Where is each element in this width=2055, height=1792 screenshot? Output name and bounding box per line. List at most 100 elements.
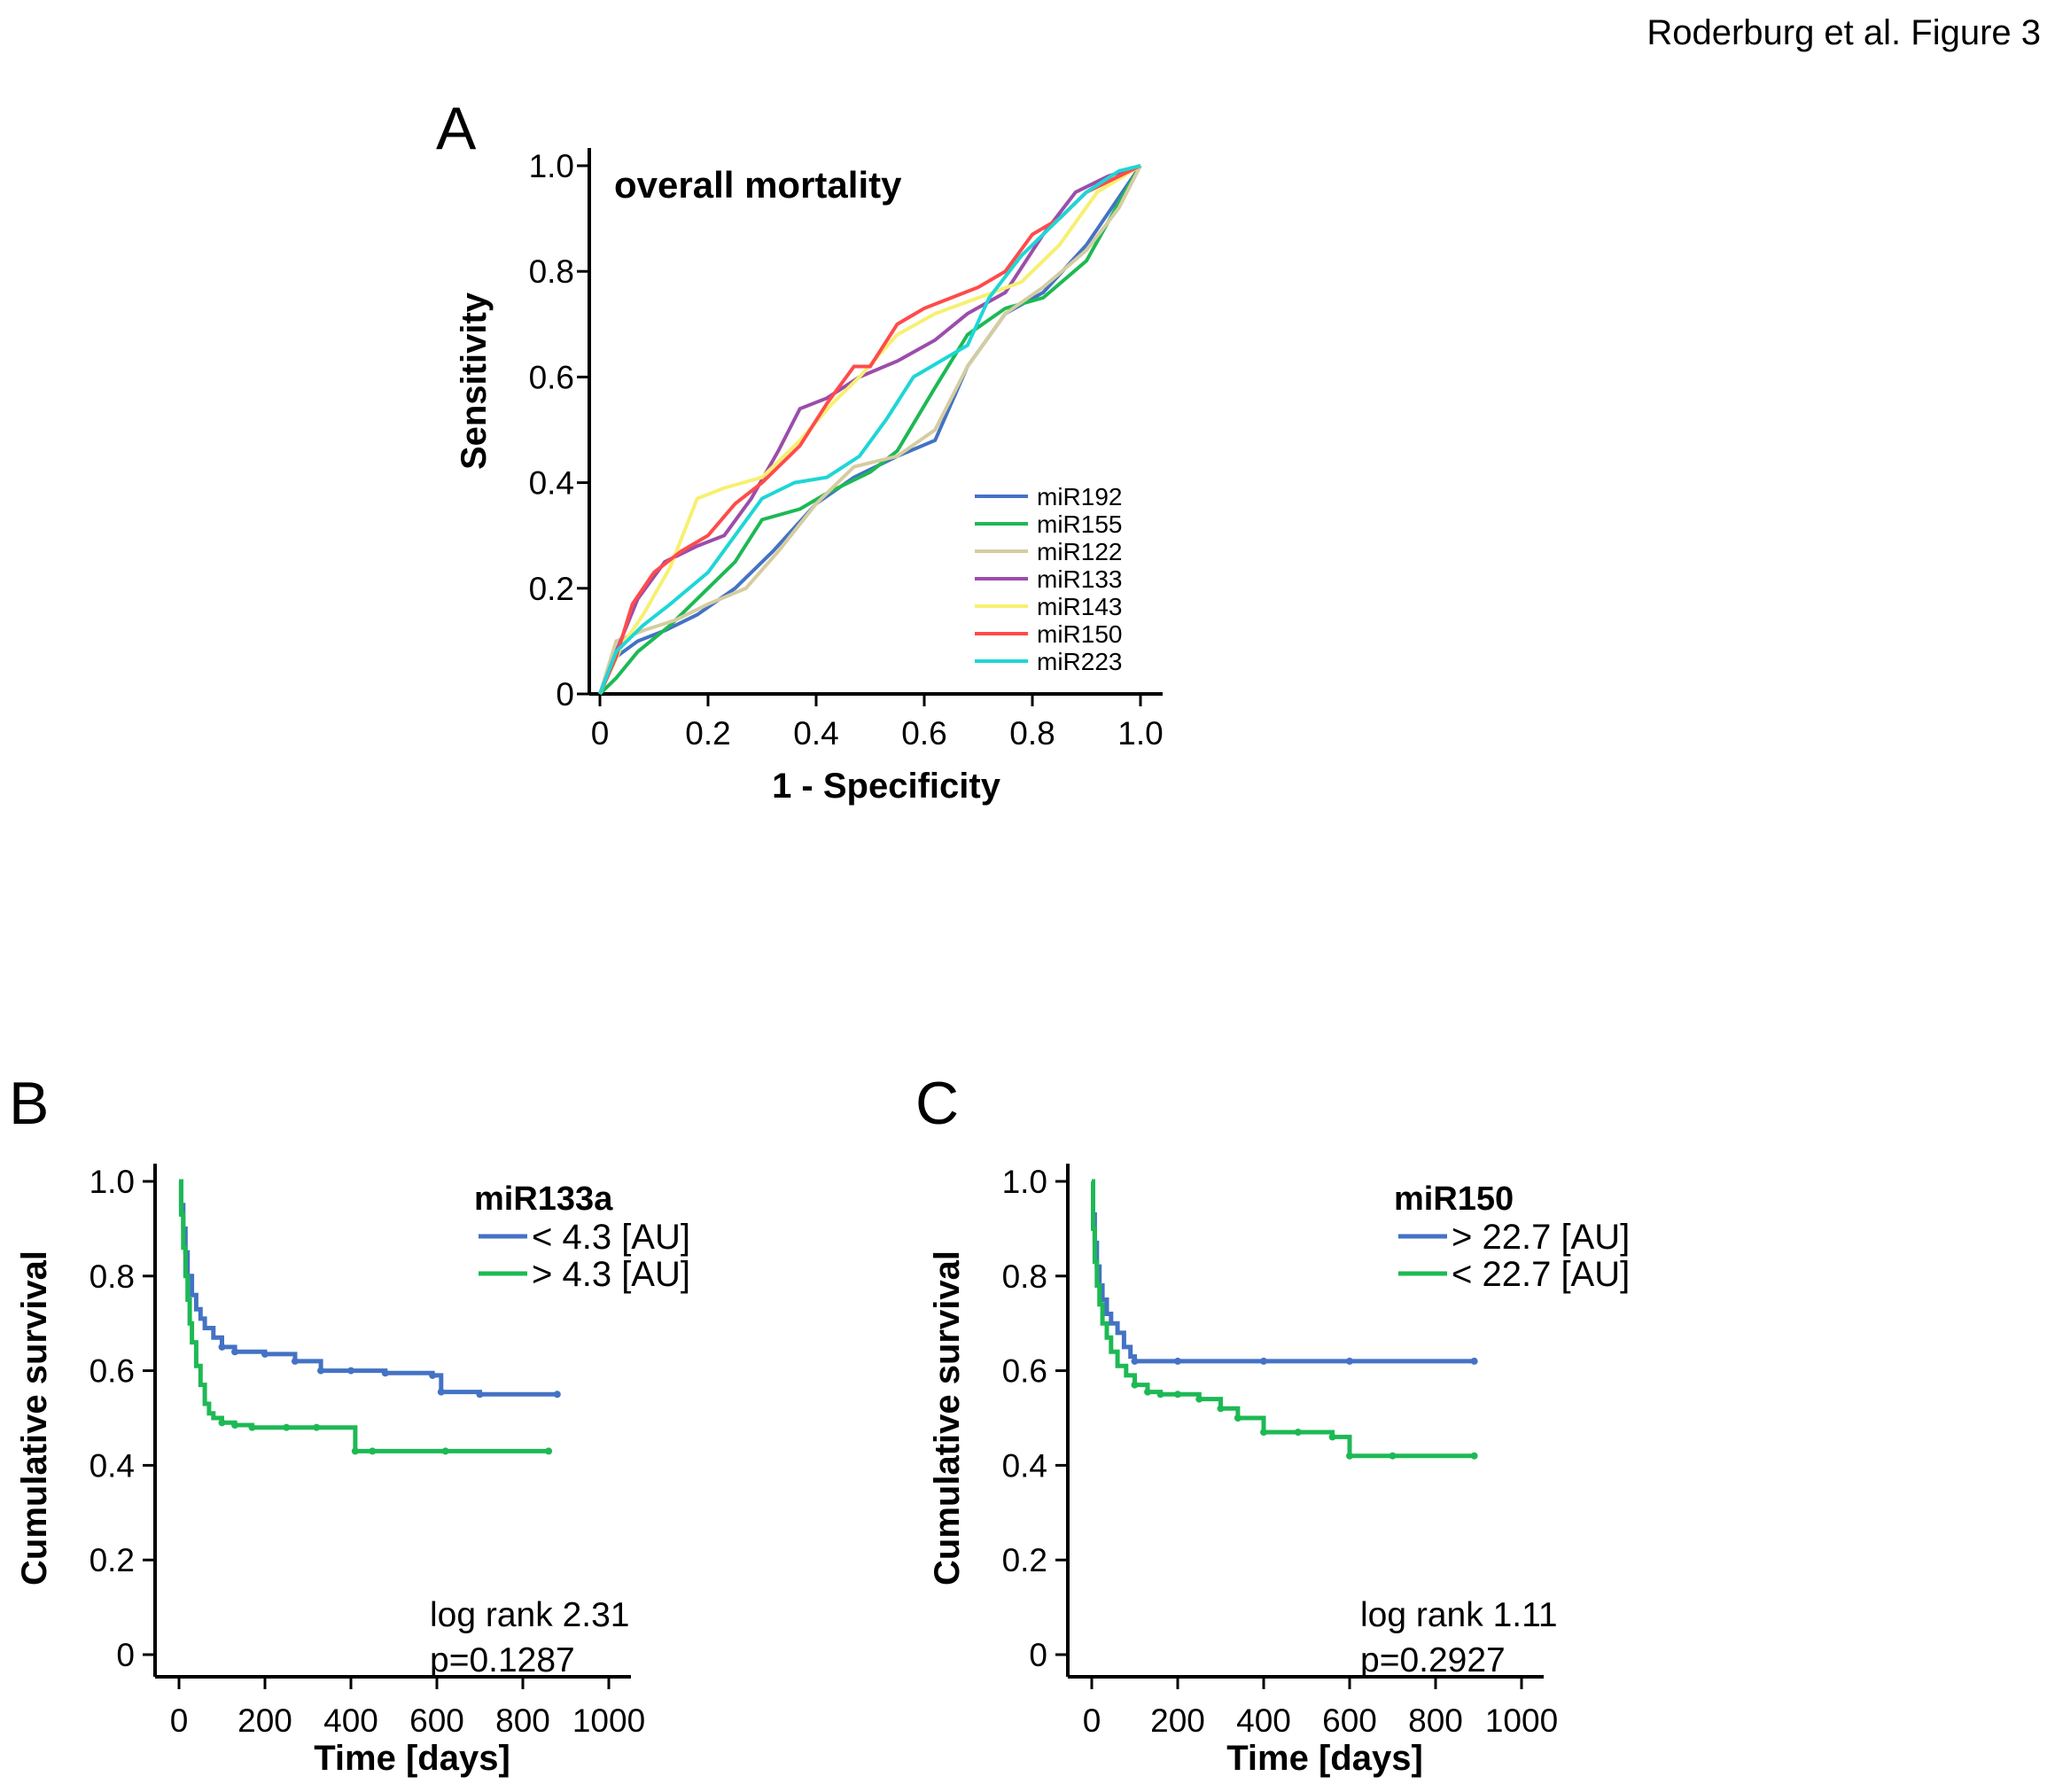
panel-a-legend-label: miR223	[1037, 648, 1122, 675]
panel-a-legend-label: miR143	[1037, 593, 1122, 620]
panel-a-legend-label: miR122	[1037, 538, 1122, 565]
panel-b-censor-mark	[369, 1447, 377, 1455]
panel-a-x-tick-label: 0.4	[793, 715, 838, 752]
panel-b-survival-chart: B 0 200 400 600 800 1000 0 0.2 0.4 0.6 0.8 1.0 Time …	[9, 1070, 690, 1778]
panel-b-censor-mark	[441, 1447, 449, 1455]
panel-c-x-tick-label: 800	[1408, 1702, 1463, 1739]
panel-b-censor-mark	[261, 1350, 269, 1358]
panel-letter-b: B	[9, 1070, 49, 1137]
panel-c-x-tick-label: 0	[1083, 1702, 1101, 1739]
panel-b-censor-mark	[545, 1447, 553, 1455]
panel-b-x-tick-label: 400	[323, 1702, 378, 1739]
panel-b-censor-mark	[347, 1367, 354, 1375]
panel-b-censor-mark	[218, 1419, 226, 1427]
panel-b-y-tick-label: 0	[116, 1637, 135, 1673]
panel-a-x-axis-title: 1 - Specificity	[772, 767, 1001, 806]
panel-b-censor-mark	[231, 1348, 239, 1356]
panel-c-censor-mark	[1346, 1452, 1353, 1460]
panel-b-censor-mark	[351, 1447, 359, 1455]
panel-b-y-tick-label: 1.0	[90, 1164, 135, 1200]
panel-c-legend-label: < 22.7 [AU]	[1452, 1255, 1630, 1294]
panel-c-x-axis-title: Time [days]	[1226, 1739, 1423, 1778]
panel-c-censor-mark	[1294, 1429, 1302, 1437]
panel-b-censor-mark	[283, 1423, 291, 1431]
panel-a-y-axis-title: Sensitivity	[455, 292, 494, 470]
panel-a-x-tick-label: 0.8	[1009, 715, 1055, 752]
panel-a-series-mir143-line	[598, 164, 1142, 695]
panel-b-annotation-line: log rank 2.31	[430, 1596, 630, 1634]
panel-a-x-tick-label: 1.0	[1117, 715, 1163, 752]
panel-c-y-tick-label: 0.8	[1002, 1258, 1047, 1295]
panel-b-y-tick-label: 0.6	[90, 1353, 135, 1390]
panel-b-y-axis-title: Cumulative survival	[15, 1251, 54, 1586]
panel-a-y-tick-label: 0.4	[529, 465, 574, 502]
panel-b-x-tick-label: 800	[495, 1702, 550, 1739]
panel-b-censor-mark	[317, 1367, 325, 1375]
panel-b-censor-mark	[218, 1343, 226, 1351]
panel-c-censor-mark	[1144, 1388, 1152, 1396]
panel-c-censor-mark	[1260, 1429, 1267, 1437]
panel-a-y-tick-label: 0.8	[529, 253, 574, 290]
panel-b-y-tick-label: 0.8	[90, 1258, 135, 1295]
panel-letter-a: A	[436, 95, 477, 162]
panel-letter-c: C	[915, 1070, 959, 1137]
panel-a-legend-label: miR133	[1037, 565, 1122, 593]
panel-c-y-tick-label: 0	[1029, 1637, 1047, 1673]
panel-a-y-tick-label: 0	[556, 676, 574, 713]
panel-b-censor-mark	[553, 1391, 561, 1399]
panel-a-y-tick-label: 0.2	[529, 571, 574, 607]
panel-a-series-mir155-line	[598, 164, 1142, 696]
panel-c-censor-mark	[1131, 1357, 1139, 1365]
panel-a-plot-title: overall mortality	[614, 164, 902, 206]
panel-b-x-tick-label: 600	[409, 1702, 464, 1739]
panel-a-roc-chart: A 0 0.2 0.4 0.6 0.8 1.0 0 0.2 0.4 0.6 0.8 1.0 1 - Sp…	[436, 95, 1164, 806]
panel-c-x-tick-label: 600	[1322, 1702, 1377, 1739]
panel-c-y-tick-label: 0.4	[1002, 1447, 1047, 1484]
panel-b-x-tick-label: 200	[237, 1702, 292, 1739]
panel-c-censor-mark	[1131, 1381, 1139, 1389]
panel-c-x-tick-label: 200	[1150, 1702, 1205, 1739]
panel-b-censor-mark	[381, 1369, 389, 1377]
panel-c-y-tick-label: 1.0	[1002, 1164, 1047, 1200]
panel-c-censor-mark	[1234, 1414, 1242, 1422]
panel-b-censor-mark	[248, 1423, 256, 1431]
panel-a-y-tick-label: 1.0	[529, 148, 574, 184]
panel-b-y-tick-label: 0.4	[90, 1447, 135, 1484]
panel-a-x-tick-label: 0.6	[901, 715, 946, 752]
panel-b-x-tick-label: 0	[170, 1702, 189, 1739]
panel-c-censor-mark	[1174, 1391, 1181, 1399]
panel-c-censor-mark	[1470, 1452, 1478, 1460]
panel-a-x-tick-label: 0.2	[685, 715, 730, 752]
panel-b-x-tick-label: 1000	[572, 1702, 645, 1739]
panel-b-y-tick-label: 0.2	[90, 1542, 135, 1578]
panel-c-censor-mark	[1470, 1357, 1478, 1365]
panel-b-censor-mark	[476, 1391, 484, 1399]
panel-b-censor-mark	[313, 1423, 321, 1431]
panel-b-legend-title: miR133a	[474, 1180, 613, 1218]
panel-c-y-axis-title: Cumulative survival	[928, 1251, 967, 1586]
panel-c-series-22-7-au-line	[1091, 1179, 1475, 1459]
panel-c-x-tick-label: 1000	[1485, 1702, 1558, 1739]
panel-b-legend-label: > 4.3 [AU]	[532, 1255, 690, 1294]
panel-c-legend-title: miR150	[1394, 1180, 1514, 1218]
panel-c-censor-mark	[1174, 1357, 1181, 1365]
panel-a-legend-label: miR150	[1037, 620, 1122, 648]
panel-c-y-tick-label: 0.6	[1002, 1353, 1047, 1390]
panel-b-legend-label: < 4.3 [AU]	[532, 1218, 690, 1257]
panel-c-legend-label: > 22.7 [AU]	[1452, 1218, 1630, 1257]
panel-c-censor-mark	[1195, 1395, 1203, 1403]
panel-b-annotation-line: p=0.1287	[430, 1641, 575, 1679]
figure-attribution: Roderburg et al. Figure 3	[1646, 13, 2041, 52]
panel-c-x-tick-label: 400	[1236, 1702, 1291, 1739]
panel-c-annotation-line: log rank 1.11	[1360, 1596, 1558, 1634]
panel-a-series-mir122-line	[598, 165, 1142, 695]
panel-c-censor-mark	[1217, 1405, 1225, 1413]
panel-c-censor-mark	[1156, 1391, 1164, 1399]
panel-c-censor-mark	[1346, 1357, 1353, 1365]
panel-b-censor-mark	[231, 1422, 239, 1430]
panel-c-censor-mark	[1260, 1357, 1267, 1365]
panel-b-censor-mark	[291, 1357, 299, 1365]
panel-a-series-mir223-line	[598, 164, 1141, 695]
panel-b-censor-mark	[429, 1371, 437, 1379]
panel-c-y-tick-label: 0.2	[1002, 1542, 1047, 1578]
